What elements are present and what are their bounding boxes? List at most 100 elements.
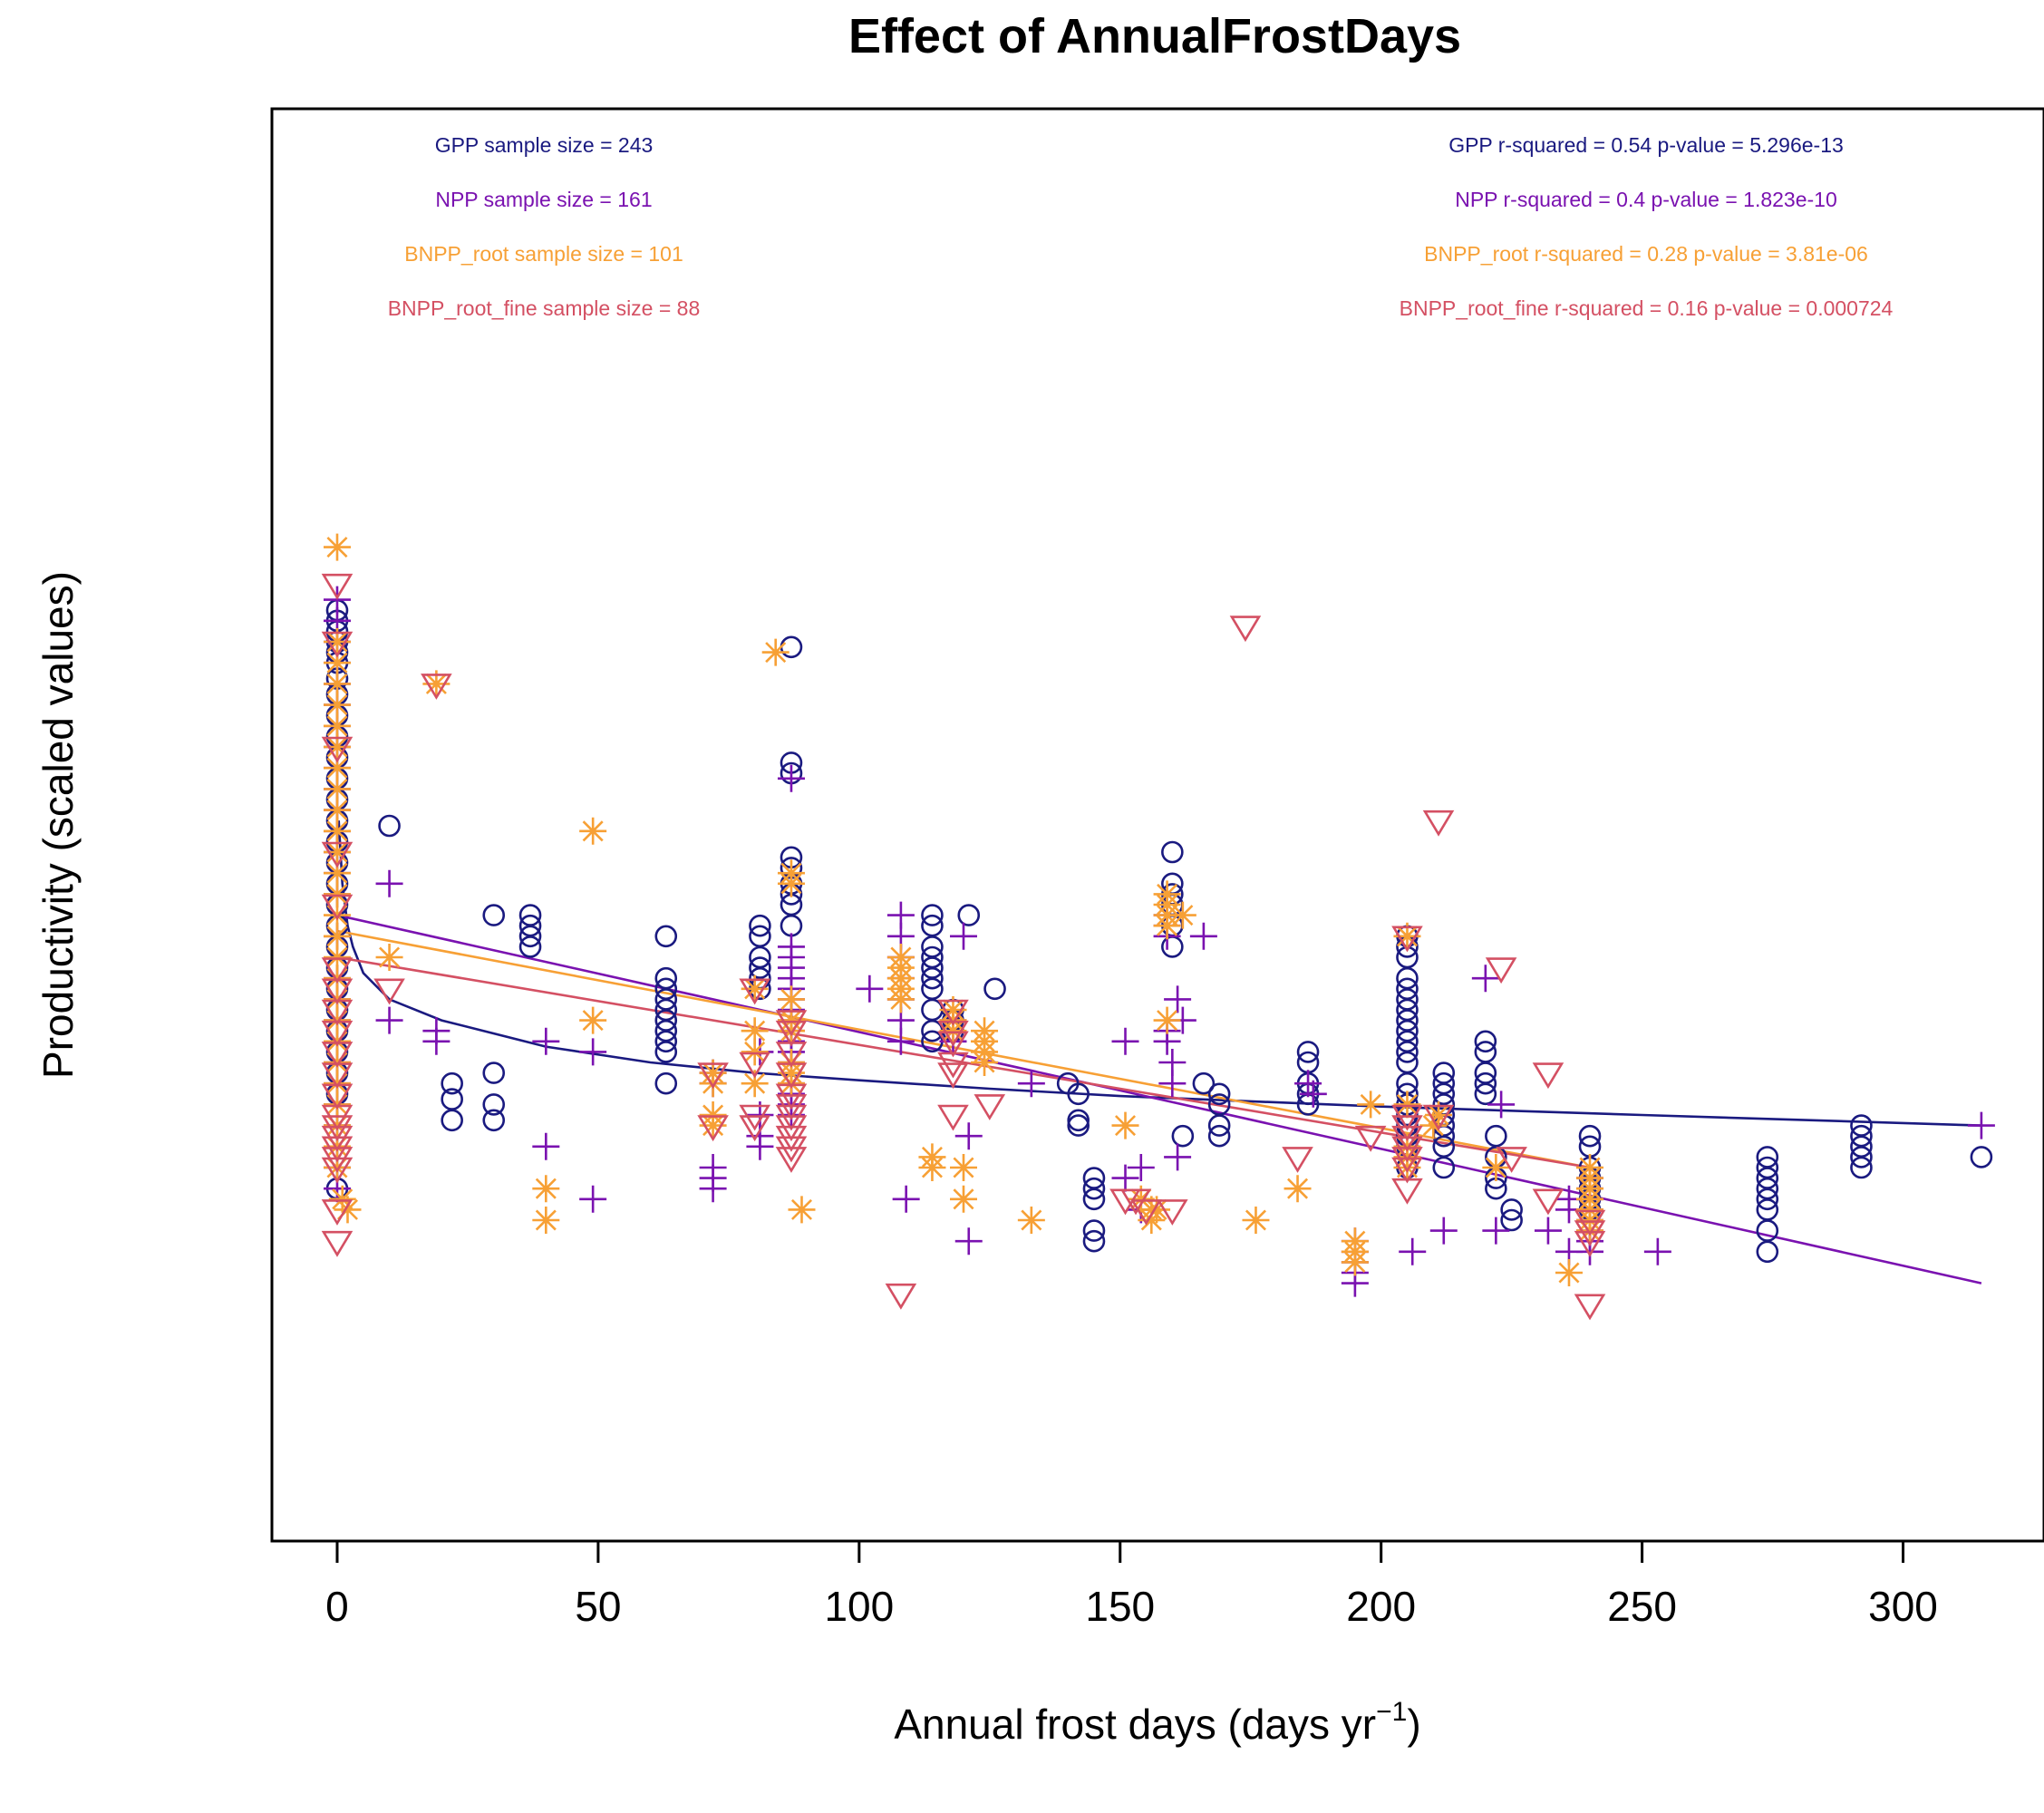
- gpp-point: [654, 1071, 678, 1095]
- bnpp-root-point: [323, 775, 351, 803]
- gpp-point: [482, 1109, 506, 1132]
- bnpp-root-point: [1143, 1196, 1171, 1224]
- bnpp-root-point: [323, 754, 351, 782]
- bnpp-root-point: [1393, 922, 1421, 950]
- bnpp-root-fine-point: [1391, 1178, 1423, 1205]
- gpp-point: [518, 936, 542, 958]
- gpp-point: [1296, 1041, 1320, 1063]
- bnpp-root-point: [532, 1207, 560, 1234]
- bnpp-root-point: [741, 1017, 769, 1045]
- npp-point: [1127, 1154, 1155, 1181]
- bnpp-root-fine-point: [321, 1157, 354, 1184]
- gpp-point: [1756, 1240, 1779, 1264]
- bnpp-root-point: [777, 1070, 805, 1098]
- x-axis-label-main: Annual frost days (days yr: [894, 1701, 1376, 1748]
- bnpp-root-fine-point: [321, 1020, 354, 1047]
- bnpp-root-point: [323, 796, 351, 824]
- gpp-point: [482, 1062, 506, 1084]
- bnpp-root-point: [323, 922, 351, 950]
- bnpp-root-fine-point: [1157, 1199, 1188, 1226]
- gpp-point: [1082, 1177, 1106, 1200]
- bnpp-root-fine-point: [1229, 616, 1262, 643]
- bnpp-root-fine-point: [1391, 926, 1423, 953]
- bnpp-root-fine-point: [775, 1147, 808, 1173]
- npp-point: [1482, 1217, 1510, 1245]
- bnpp-root-point: [1393, 1091, 1421, 1119]
- bnpp-root-point: [532, 1175, 560, 1203]
- bnpp-root-point: [1341, 1248, 1369, 1276]
- gpp-point: [482, 904, 506, 926]
- x-axis-label-sup: −1: [1376, 1697, 1407, 1727]
- bnpp-root-fine-point: [885, 1283, 917, 1310]
- gpp-point: [1082, 1188, 1106, 1211]
- bnpp-root-fine-point: [321, 736, 354, 763]
- gpp-point: [1756, 1188, 1779, 1211]
- bnpp-root-point: [328, 1185, 356, 1213]
- bnpp-root-fine-point: [421, 674, 452, 700]
- npp-point: [532, 1027, 560, 1055]
- gpp-point: [654, 925, 678, 948]
- npp-point: [422, 1027, 450, 1055]
- bnpp-root-point: [741, 974, 769, 1003]
- x-tick-label: 300: [1868, 1583, 1938, 1630]
- bnpp-root-fine-point: [937, 1062, 969, 1090]
- bnpp-root-fine-point: [1422, 810, 1455, 837]
- bnpp-root-point: [1576, 1217, 1604, 1245]
- gpp-point: [1207, 1114, 1231, 1137]
- bnpp-root-fine-point: [1574, 1230, 1606, 1257]
- gpp-point: [654, 1041, 678, 1063]
- npp-point: [746, 1132, 774, 1160]
- bnpp-root-point: [950, 1154, 977, 1181]
- bnpp-root-point: [323, 1027, 351, 1055]
- annotation-sample-size: NPP sample size = 161: [435, 188, 652, 211]
- bnpp-root-point: [699, 1070, 727, 1098]
- y-axis-label: Productivity (scaled values): [34, 571, 82, 1079]
- gpp-point: [1067, 1114, 1090, 1137]
- bnpp-root-fine-point: [775, 1042, 808, 1068]
- bnpp-root-point: [323, 1091, 351, 1119]
- annotation-sample-size: GPP sample size = 243: [435, 133, 654, 157]
- npp-point: [950, 922, 977, 950]
- npp-point: [954, 1227, 983, 1256]
- gpp-point: [1500, 1198, 1523, 1221]
- bnpp-root-fine-point: [1532, 1062, 1564, 1090]
- bnpp-root-point: [1242, 1207, 1270, 1234]
- npp-point: [1643, 1237, 1671, 1265]
- bnpp-root-point: [323, 670, 351, 698]
- bnpp-root-fine-point: [1574, 1294, 1606, 1321]
- npp-point: [532, 1132, 560, 1160]
- bnpp-root-point: [323, 859, 351, 887]
- bnpp-root-point: [323, 1006, 351, 1034]
- bnpp-root-point: [1482, 1154, 1510, 1181]
- x-axis-label: Annual frost days (days yr−1): [894, 1697, 1420, 1748]
- annotations: GPP sample size = 243 NPP sample size = 1…: [388, 133, 1894, 320]
- bnpp-root-point: [579, 1006, 607, 1034]
- x-tick-label: 50: [575, 1583, 621, 1630]
- bnpp-root-fine-point: [775, 1062, 808, 1090]
- npp-point: [1471, 965, 1499, 993]
- x-tick-label: 150: [1085, 1583, 1155, 1630]
- bnpp-root-fine-point: [321, 957, 354, 984]
- bnpp-root-point: [422, 670, 450, 698]
- x-axis: 0 50 100 150 200 250 300: [325, 1539, 1938, 1630]
- gpp-point: [378, 814, 401, 838]
- bnpp-root-point: [323, 628, 351, 655]
- npp-point: [1534, 1217, 1562, 1245]
- fit-line-npp: [336, 914, 1982, 1285]
- bnpp-root-point: [323, 817, 351, 845]
- npp-point: [1487, 1091, 1516, 1119]
- fit-line-gpp: [337, 820, 1981, 1127]
- bnpp-root-point: [1153, 1006, 1181, 1034]
- bnpp-root-fine-point: [739, 1052, 770, 1079]
- gpp-point: [921, 904, 944, 926]
- bnpp-root-point: [788, 1196, 816, 1224]
- gpp-point: [1970, 1146, 1993, 1168]
- bnpp-root-fine-point: [937, 1031, 969, 1058]
- bnpp-root-fine-point: [697, 1115, 729, 1142]
- bnpp-root-point: [777, 985, 805, 1013]
- npp-point: [579, 1038, 607, 1066]
- npp-point: [777, 764, 805, 792]
- bnpp-root-point: [1168, 901, 1196, 929]
- bnpp-root-fine-point: [321, 1083, 354, 1110]
- bnpp-root-point: [886, 985, 915, 1013]
